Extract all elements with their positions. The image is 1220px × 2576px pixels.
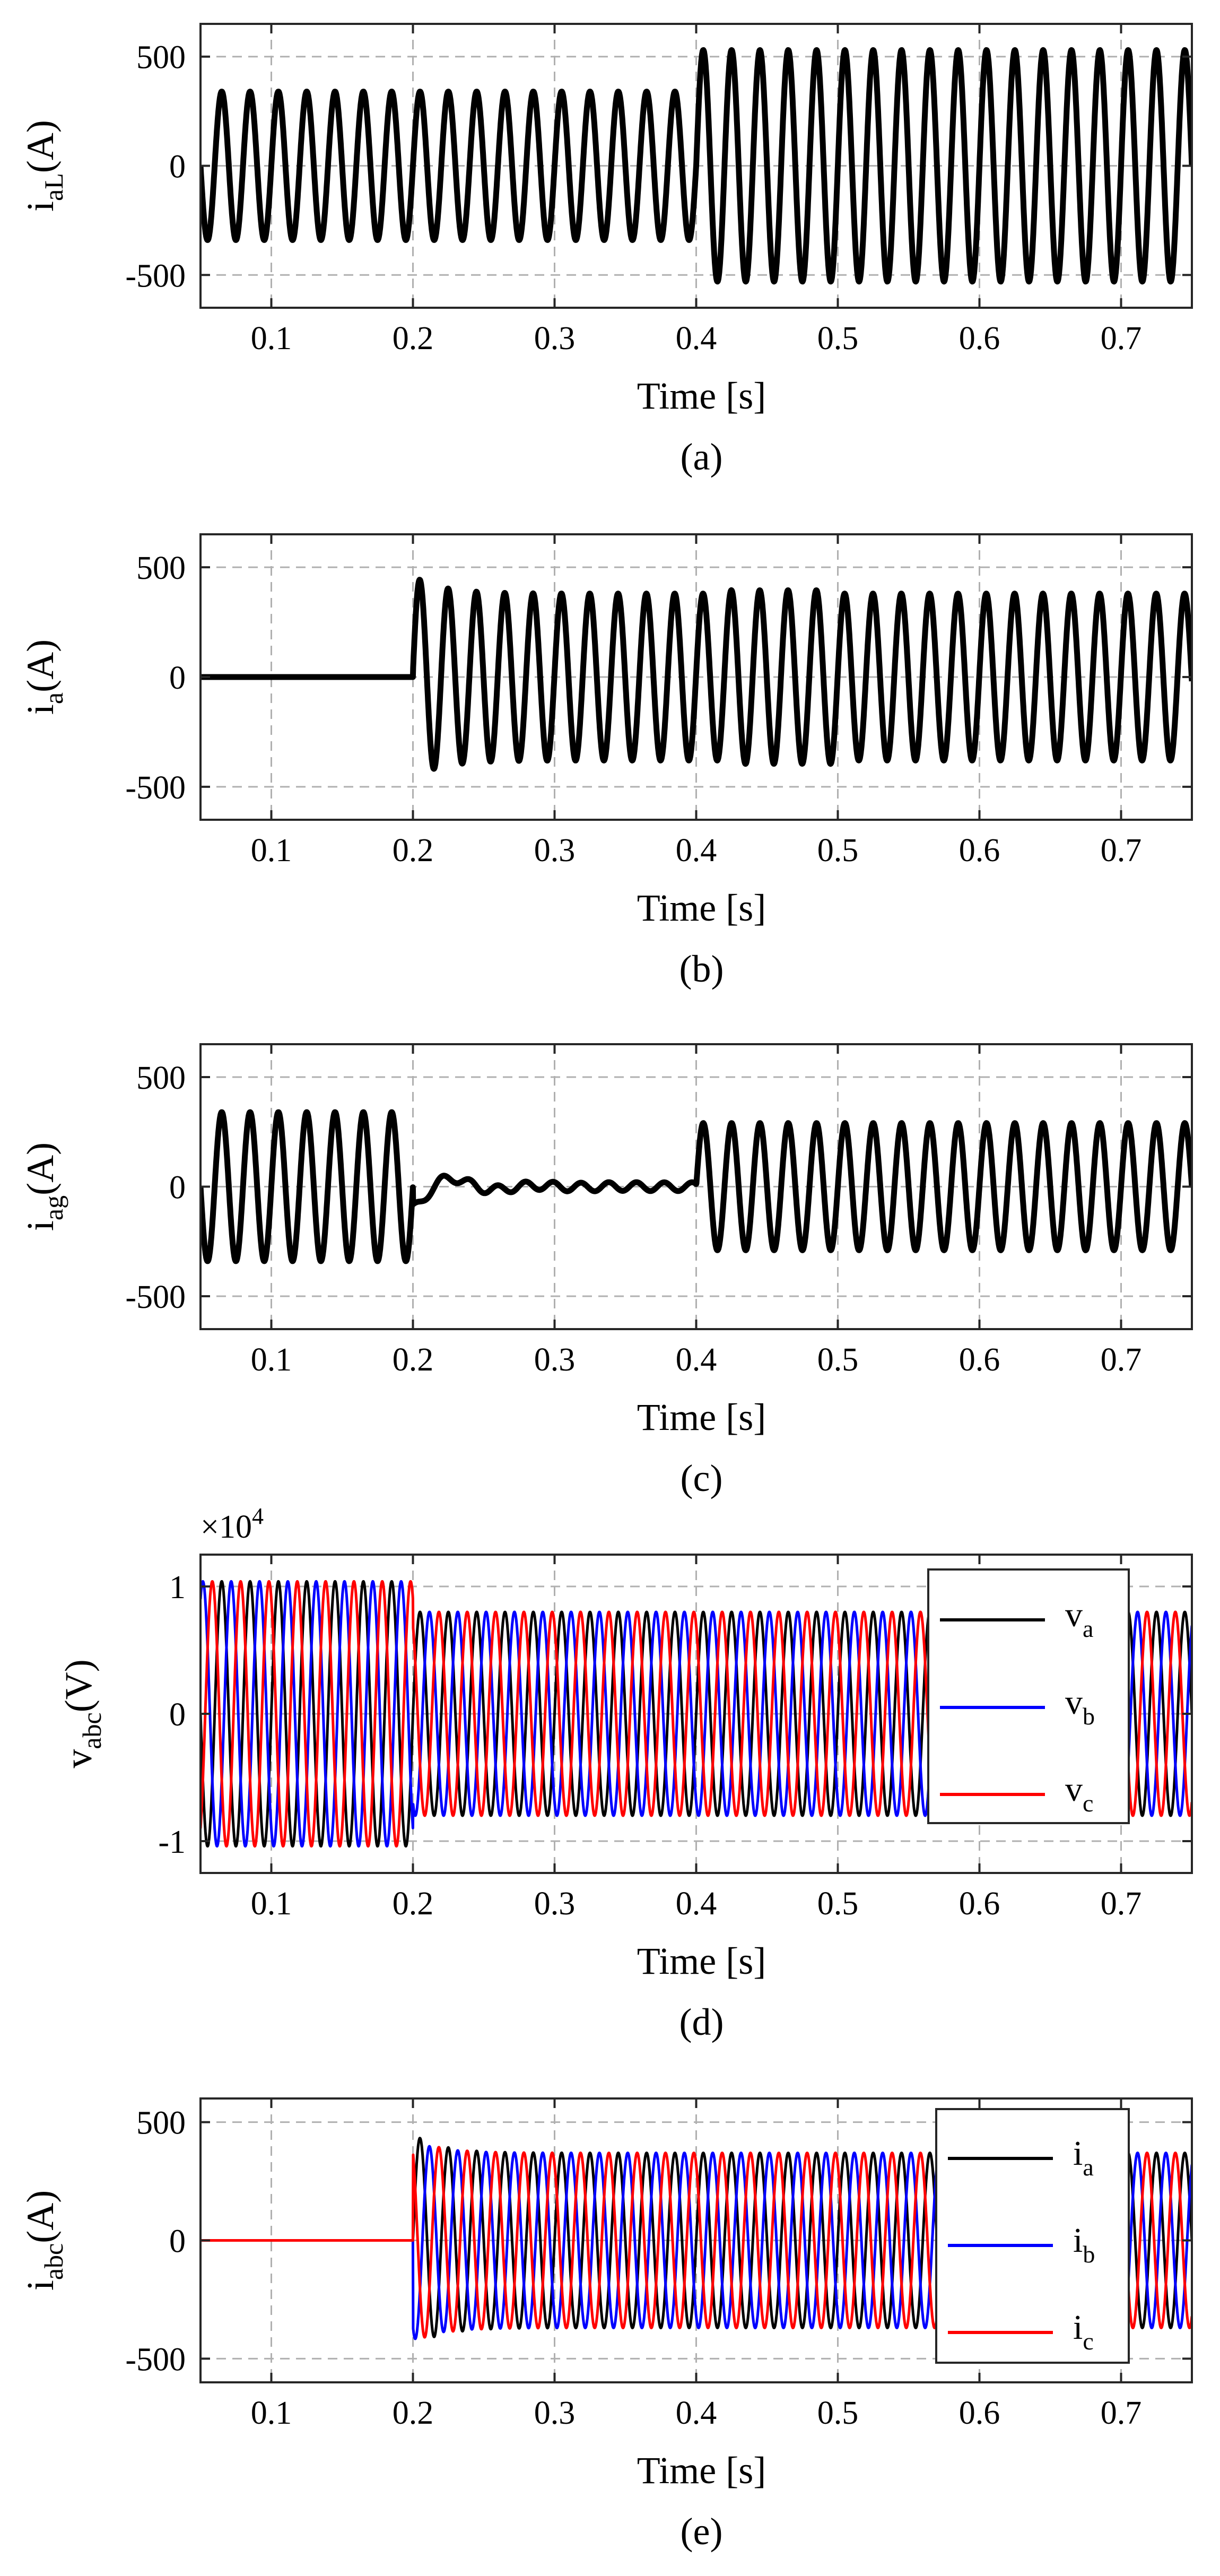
y-tick-label: 0 bbox=[169, 149, 186, 185]
chart-panel-a: 0.1 0.2 0.3 0.4 0.5 0.6 0.7 500 0 -500 Time [s] (a)… bbox=[19, 23, 1193, 478]
series-line-i-a bbox=[201, 577, 1192, 772]
panel-caption: (a) bbox=[681, 436, 723, 478]
y-tick-label: -500 bbox=[125, 770, 186, 806]
y-axis-label: ia(A) bbox=[19, 639, 68, 715]
x-tick-label: 0.3 bbox=[534, 1342, 576, 1378]
x-axis-label: Time [s] bbox=[637, 375, 766, 417]
y-tick-label: 0 bbox=[169, 1697, 186, 1733]
series-line-i-ag bbox=[201, 1109, 1192, 1264]
x-tick-label: 0.6 bbox=[959, 832, 1000, 869]
y-axis-label: iabc(A) bbox=[19, 2190, 68, 2291]
x-tick-label: 0.7 bbox=[1101, 1886, 1142, 1922]
x-tick-label: 0.1 bbox=[251, 1886, 292, 1922]
x-tick-label: 0.2 bbox=[393, 2395, 434, 2431]
legend-box bbox=[927, 1568, 1130, 1824]
x-tick-label: 0.3 bbox=[534, 320, 576, 357]
y-tick-label: 1 bbox=[169, 1569, 186, 1606]
x-tick-label: 0.3 bbox=[534, 832, 576, 869]
y-tick-label: 0 bbox=[169, 2224, 186, 2260]
axis-multiplier: ×104 bbox=[201, 1503, 264, 1545]
x-tick-label: 0.1 bbox=[251, 2395, 292, 2431]
legend: va vb vc bbox=[927, 1568, 1130, 1824]
legend-label: vc bbox=[1065, 1770, 1093, 1817]
panel-caption: (b) bbox=[679, 948, 724, 990]
y-axis-label: iaL(A) bbox=[19, 120, 68, 212]
x-tick-label: 0.5 bbox=[817, 1886, 859, 1922]
x-tick-label: 0.1 bbox=[251, 832, 292, 869]
x-tick-label: 0.6 bbox=[959, 320, 1000, 357]
y-tick-label: 0 bbox=[169, 660, 186, 696]
y-axis-label: vabc(V) bbox=[57, 1659, 107, 1768]
x-tick-label: 0.6 bbox=[959, 2395, 1000, 2431]
legend-label: ia bbox=[1073, 2134, 1094, 2181]
legend-label: vb bbox=[1065, 1683, 1095, 1730]
x-tick-label: 0.2 bbox=[393, 1886, 434, 1922]
x-tick-label: 0.4 bbox=[676, 2395, 717, 2431]
y-tick-label: 500 bbox=[136, 550, 186, 586]
x-tick-label: 0.4 bbox=[676, 1342, 717, 1378]
x-axis-label: Time [s] bbox=[637, 887, 766, 929]
x-tick-label: 0.4 bbox=[676, 832, 717, 869]
y-tick-label: 500 bbox=[136, 40, 186, 76]
x-tick-label: 0.4 bbox=[676, 320, 717, 357]
x-axis-label: Time [s] bbox=[637, 1940, 766, 1982]
x-tick-label: 0.6 bbox=[959, 1342, 1000, 1378]
x-tick-label: 0.6 bbox=[959, 1886, 1000, 1922]
panel-caption: (e) bbox=[681, 2510, 723, 2553]
x-tick-label: 0.7 bbox=[1101, 320, 1142, 357]
y-tick-label: 0 bbox=[169, 1170, 186, 1206]
x-tick-label: 0.1 bbox=[251, 320, 292, 357]
legend: ia ib ic bbox=[935, 2108, 1130, 2364]
chart-panel-c: 0.1 0.2 0.3 0.4 0.5 0.6 0.7 500 0 -500 Time [s] (c)… bbox=[19, 1043, 1193, 1499]
x-axis-label: Time [s] bbox=[637, 2449, 766, 2492]
x-tick-label: 0.1 bbox=[251, 1342, 292, 1378]
y-tick-label: 500 bbox=[136, 2105, 186, 2141]
x-tick-label: 0.2 bbox=[393, 1342, 434, 1378]
legend-label: ib bbox=[1073, 2221, 1095, 2268]
panel-caption: (c) bbox=[681, 1457, 723, 1499]
y-tick-label: -500 bbox=[125, 1279, 186, 1315]
legend-box bbox=[935, 2108, 1130, 2364]
y-tick-label: -1 bbox=[158, 1824, 186, 1860]
legend-label: ic bbox=[1073, 2308, 1094, 2355]
legend-label: va bbox=[1065, 1595, 1093, 1642]
x-tick-label: 0.5 bbox=[817, 1342, 859, 1378]
x-tick-label: 0.4 bbox=[676, 1886, 717, 1922]
x-tick-label: 0.5 bbox=[817, 2395, 859, 2431]
series-line-i-aL bbox=[201, 47, 1192, 285]
y-tick-label: -500 bbox=[125, 2341, 186, 2378]
x-tick-label: 0.5 bbox=[817, 832, 859, 869]
x-tick-label: 0.5 bbox=[817, 320, 859, 357]
x-tick-label: 0.2 bbox=[393, 320, 434, 357]
y-tick-label: -500 bbox=[125, 258, 186, 294]
x-axis-label: Time [s] bbox=[637, 1396, 766, 1438]
x-tick-label: 0.7 bbox=[1101, 1342, 1142, 1378]
x-tick-label: 0.7 bbox=[1101, 832, 1142, 869]
chart-panel-d: 0.1 0.2 0.3 0.4 0.5 0.6 0.7 1 0 -1 Time [s] (d) vabc… bbox=[57, 1503, 1193, 2043]
y-axis-label: iag(A) bbox=[19, 1142, 68, 1231]
x-tick-label: 0.2 bbox=[393, 832, 434, 869]
x-tick-label: 0.7 bbox=[1101, 2395, 1142, 2431]
chart-panel-b: 0.1 0.2 0.3 0.4 0.5 0.6 0.7 500 0 -500 Time [s] (b)… bbox=[19, 533, 1193, 990]
x-tick-label: 0.3 bbox=[534, 1886, 576, 1922]
chart-panel-e: 0.1 0.2 0.3 0.4 0.5 0.6 0.7 500 0 -500 Time [s] (e)… bbox=[19, 2097, 1193, 2553]
y-tick-label: 500 bbox=[136, 1060, 186, 1096]
panel-caption: (d) bbox=[679, 2001, 724, 2043]
x-tick-label: 0.3 bbox=[534, 2395, 576, 2431]
